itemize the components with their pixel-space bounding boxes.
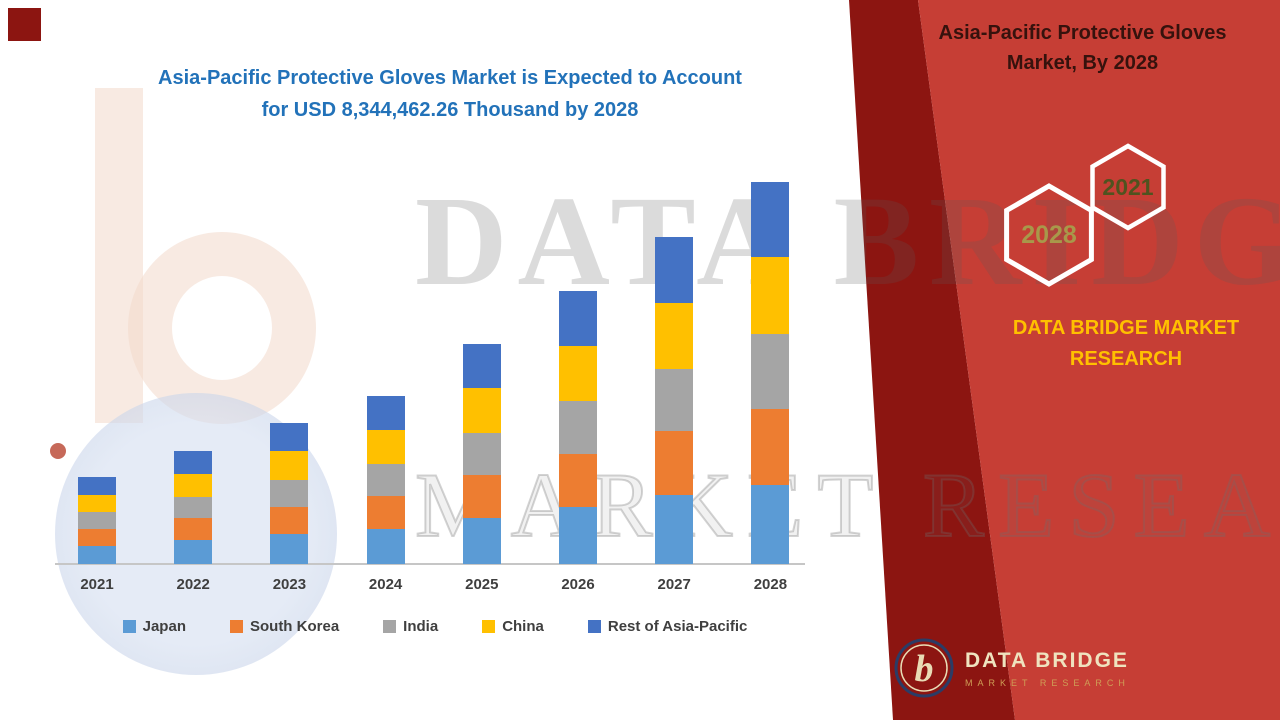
bar-segment-rest-of-asia-pacific-2022 — [174, 450, 213, 474]
x-tick-2023: 2023 — [272, 576, 307, 593]
bar-segment-india-2023 — [270, 479, 309, 507]
bar-segment-rest-of-asia-pacific-2024 — [366, 396, 405, 431]
footer-logo-icon: b — [894, 638, 954, 698]
bar-2023 — [270, 422, 309, 564]
hexagon-2021 — [1090, 143, 1166, 231]
bar-2028 — [751, 181, 790, 564]
bar-segment-china-2022 — [174, 473, 213, 497]
bar-segment-china-2021 — [78, 494, 116, 513]
bar-segment-japan-2024 — [366, 528, 405, 564]
bar-segment-south-korea-2026 — [559, 453, 597, 507]
bar-segment-rest-of-asia-pacific-2023 — [270, 422, 309, 452]
bar-segment-rest-of-asia-pacific-2026 — [559, 291, 597, 346]
footer-logo-monogram: b — [915, 648, 934, 690]
hexagon-2028-label: 2028 — [1021, 221, 1077, 249]
legend-swatch-india — [383, 620, 397, 633]
plot-area — [55, 160, 805, 565]
legend-item-japan: Japan — [122, 618, 186, 635]
footer-logo-title: DATA BRIDGE — [965, 648, 1129, 672]
x-axis-labels: 2021 2022 2023 2024 2025 2026 2027 2028 — [55, 576, 805, 598]
x-tick-2028: 2028 — [753, 576, 788, 593]
bar-segment-rest-of-asia-pacific-2027 — [655, 236, 694, 303]
legend-label-rest-of-asia-pacific: Rest of Asia-Pacific — [607, 618, 748, 635]
panel-title-line1: Asia-Pacific Protective Gloves — [938, 22, 1227, 44]
legend: Japan South Korea India China Rest of Asia-P… — [40, 618, 830, 635]
x-tick-2022: 2022 — [176, 576, 210, 593]
bar-segment-south-korea-2025 — [462, 475, 501, 518]
footer-logo-subtitle: MARKET RESEARCH — [965, 677, 1130, 688]
bar-segment-japan-2027 — [655, 495, 694, 564]
chart-title-line2: for USD 8,344,462.26 Thousand by 2028 — [261, 99, 639, 121]
legend-item-china: China — [482, 618, 544, 635]
bar-segment-rest-of-asia-pacific-2028 — [751, 181, 790, 257]
bar-segment-china-2023 — [270, 451, 309, 480]
bar-segment-south-korea-2022 — [174, 518, 213, 541]
legend-item-rest-of-asia-pacific: Rest of Asia-Pacific — [587, 618, 748, 635]
x-tick-2024: 2024 — [368, 576, 403, 593]
bar-segment-rest-of-asia-pacific-2025 — [462, 344, 501, 389]
hexagon-2021-label: 2021 — [1102, 174, 1153, 200]
bar-segment-south-korea-2023 — [270, 506, 309, 535]
bar-segment-india-2026 — [559, 401, 597, 454]
bar-2026 — [559, 291, 597, 564]
bar-segment-india-2021 — [78, 512, 116, 529]
bar-2022 — [174, 450, 213, 564]
bar-segment-rest-of-asia-pacific-2021 — [78, 477, 116, 495]
footer-logo: b DATA BRIDGE MARKET RESEARCH — [893, 637, 1130, 699]
legend-label-south-korea: South Korea — [249, 618, 340, 635]
bar-segment-india-2028 — [751, 333, 790, 409]
x-axis-line — [55, 563, 805, 565]
bar-segment-japan-2026 — [559, 506, 597, 564]
bar-2025 — [462, 344, 501, 564]
hexagon-2028 — [1004, 183, 1094, 287]
bar-segment-china-2024 — [366, 430, 405, 465]
bar-segment-south-korea-2028 — [751, 409, 790, 485]
legend-label-china: China — [502, 618, 544, 635]
x-tick-2025: 2025 — [465, 576, 499, 593]
bar-segment-japan-2022 — [174, 540, 213, 564]
legend-label-india: India — [403, 618, 439, 635]
panel-title: Asia-Pacific Protective Gloves Market, B… — [905, 18, 1260, 78]
year-hexagons: 2028 2021 — [1004, 143, 1166, 287]
x-tick-2027: 2027 — [657, 576, 691, 593]
legend-swatch-south-korea — [229, 620, 243, 633]
bar-segment-south-korea-2027 — [655, 431, 694, 496]
legend-label-japan: Japan — [142, 618, 186, 635]
chart-title: Asia-Pacific Protective Gloves Market is… — [80, 62, 820, 126]
bar-segment-india-2022 — [174, 496, 213, 519]
bar-2027 — [655, 236, 694, 564]
corner-accent-square — [8, 8, 41, 41]
bar-segment-china-2027 — [655, 302, 694, 369]
brand-line1: DATA BRIDGE MARKET — [1012, 317, 1240, 339]
chart-title-line1: Asia-Pacific Protective Gloves Market is… — [158, 67, 742, 89]
bar-segment-china-2026 — [559, 345, 597, 402]
bar-segment-japan-2021 — [78, 545, 116, 564]
bar-segment-japan-2028 — [751, 485, 790, 564]
legend-item-india: India — [383, 618, 438, 635]
watermark-logo-b-bar — [95, 88, 143, 423]
bar-segment-india-2025 — [462, 432, 501, 476]
legend-swatch-china — [482, 620, 496, 633]
bar-segment-south-korea-2024 — [366, 496, 405, 529]
bar-segment-india-2024 — [366, 464, 405, 497]
bar-segment-south-korea-2021 — [78, 528, 116, 546]
legend-item-south-korea: South Korea — [229, 618, 340, 635]
bar-2021 — [78, 477, 116, 564]
bar-segment-china-2025 — [462, 388, 501, 433]
bar-segment-japan-2023 — [270, 534, 309, 564]
x-tick-2021: 2021 — [80, 576, 114, 593]
x-tick-2026: 2026 — [561, 576, 595, 593]
bar-segment-japan-2025 — [462, 517, 501, 564]
bar-segment-china-2028 — [751, 256, 790, 334]
watermark-logo-dot — [50, 443, 66, 459]
brand-wordmark: DATA BRIDGE MARKET RESEARCH — [965, 313, 1280, 375]
bar-2024 — [366, 396, 405, 564]
panel-title-line2: Market, By 2028 — [1006, 52, 1159, 74]
brand-line2: RESEARCH — [1069, 348, 1183, 370]
legend-swatch-rest-of-asia-pacific — [587, 620, 601, 633]
legend-swatch-japan — [122, 620, 136, 633]
bar-segment-india-2027 — [655, 368, 694, 432]
